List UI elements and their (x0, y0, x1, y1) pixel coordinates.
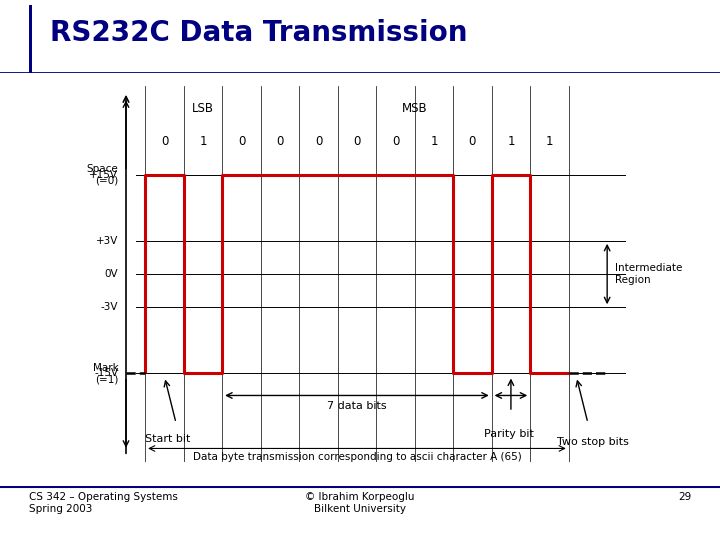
Text: 0: 0 (315, 135, 322, 148)
Text: 1: 1 (507, 135, 515, 148)
Text: 0: 0 (238, 135, 246, 148)
Text: Parity bit: Parity bit (484, 429, 534, 438)
Text: MSB: MSB (402, 102, 428, 115)
Text: -3V: -3V (101, 302, 118, 312)
Text: 0: 0 (354, 135, 361, 148)
Text: Start bit: Start bit (145, 434, 191, 444)
Text: Space
(=0): Space (=0) (86, 164, 118, 186)
Text: Two stop bits: Two stop bits (557, 437, 629, 448)
Text: 0: 0 (392, 135, 399, 148)
Text: RS232C Data Transmission: RS232C Data Transmission (50, 19, 468, 47)
Text: 0: 0 (276, 135, 284, 148)
Text: LSB: LSB (192, 102, 214, 115)
Text: © Ibrahim Korpeoglu
Bilkent University: © Ibrahim Korpeoglu Bilkent University (305, 492, 415, 514)
Text: Mark
(=1): Mark (=1) (93, 362, 118, 384)
Text: 0: 0 (469, 135, 476, 148)
Text: 29: 29 (678, 492, 691, 503)
Text: +3V: +3V (96, 236, 118, 246)
Text: 1: 1 (199, 135, 207, 148)
Text: -15V: -15V (94, 368, 118, 379)
Text: 0V: 0V (104, 269, 118, 279)
Text: 7 data bits: 7 data bits (327, 401, 387, 411)
Text: CS 342 – Operating Systems
Spring 2003: CS 342 – Operating Systems Spring 2003 (29, 492, 178, 514)
Text: 1: 1 (430, 135, 438, 148)
Text: Intermediate
Region: Intermediate Region (615, 263, 683, 285)
Text: Data byte transmission corresponding to ascii character A (65): Data byte transmission corresponding to … (192, 452, 521, 462)
Text: 0: 0 (161, 135, 168, 148)
Text: +15V: +15V (89, 170, 118, 180)
Text: 1: 1 (546, 135, 553, 148)
